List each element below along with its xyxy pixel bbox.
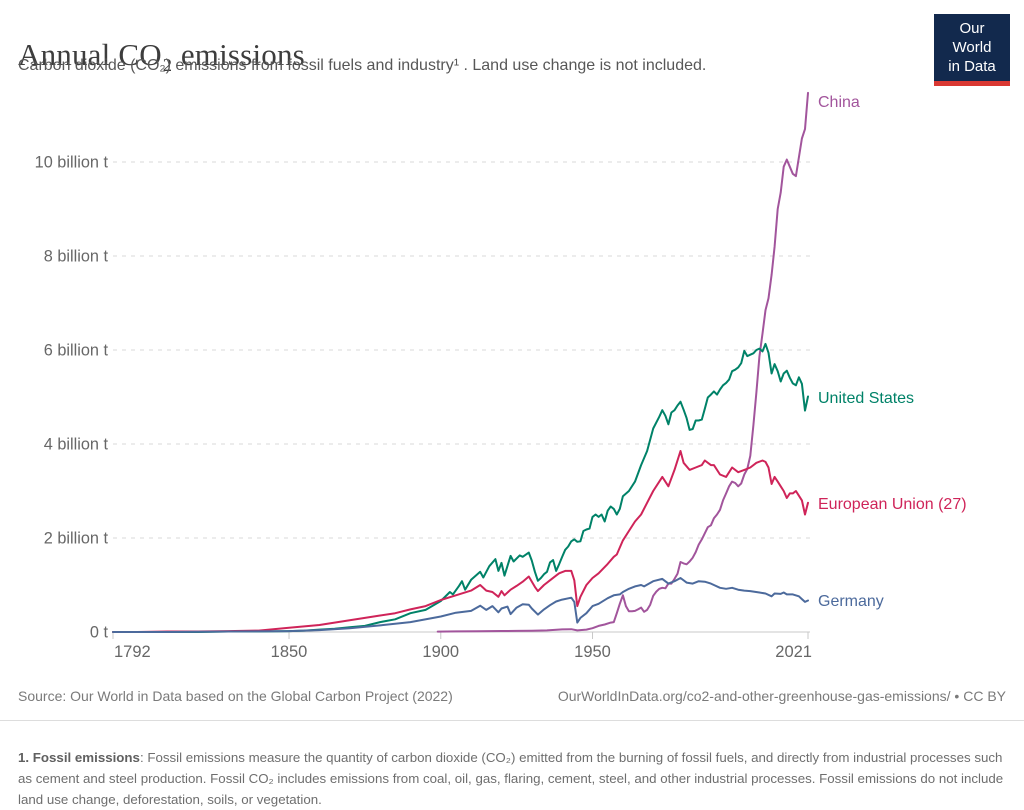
series-line-european-union-27-[interactable]: [112, 450, 809, 633]
footer-divider: [0, 720, 1024, 721]
y-axis-tick-label: 10 billion t: [35, 154, 109, 172]
chart-subtitle: Carbon dioxide (CO₂) emissions from foss…: [18, 57, 707, 74]
y-axis-tick-label: 0 t: [90, 624, 109, 642]
y-axis-tick-label: 4 billion t: [44, 436, 109, 454]
y-axis-tick-label: 2 billion t: [44, 530, 109, 548]
owid-logo-accent-bar: [934, 81, 1010, 87]
source-row: Source: Our World in Data based on the G…: [18, 688, 1006, 704]
chart-generated-layer: 0 t 2 billion t 4 billion t 6 billion t 8 bi…: [35, 91, 812, 661]
x-axis-tick-label: 1900: [422, 643, 459, 661]
emissions-line-chart: 0 t 2 billion t 4 billion t 6 billion t 8 bi…: [35, 91, 967, 661]
owid-logo-line1: Our World: [952, 20, 992, 56]
page-title: Annual CO₂ emissions: [18, 36, 305, 72]
owid-logo-line2: in Data: [948, 57, 996, 75]
series-line-united-states[interactable]: [112, 342, 809, 633]
x-axis-tick-label: 2021: [775, 643, 812, 661]
source-text: Source: Our World in Data based on the G…: [18, 688, 453, 704]
footnote: 1. Fossil emissions: Fossil emissions me…: [18, 747, 1006, 810]
series-end-label-united-states[interactable]: United States: [818, 390, 914, 407]
series-end-label-china[interactable]: China: [818, 94, 860, 111]
source-link[interactable]: OurWorldInData.org/co2-and-other-greenho…: [557, 688, 1006, 704]
owid-logo[interactable]: Our World in Data: [934, 14, 1010, 87]
y-axis-tick-label: 8 billion t: [44, 248, 109, 266]
y-axis-tick-label: 6 billion t: [44, 342, 109, 360]
footnote-title: 1. Fossil emissions: [18, 750, 140, 766]
x-axis-tick-label: 1850: [271, 643, 308, 661]
series-end-label-germany[interactable]: Germany: [818, 593, 884, 610]
footnote-body: : Fossil emissions measure the quantity …: [18, 750, 1004, 808]
owid-logo-box: Our World in Data: [934, 14, 1010, 82]
series-line-germany[interactable]: [112, 577, 809, 633]
series-line-china[interactable]: [436, 91, 809, 633]
x-axis-tick-label: 1950: [574, 643, 611, 661]
x-axis-tick-label: 1792: [114, 643, 151, 661]
series-end-label-european-union[interactable]: European Union (27): [818, 496, 967, 513]
